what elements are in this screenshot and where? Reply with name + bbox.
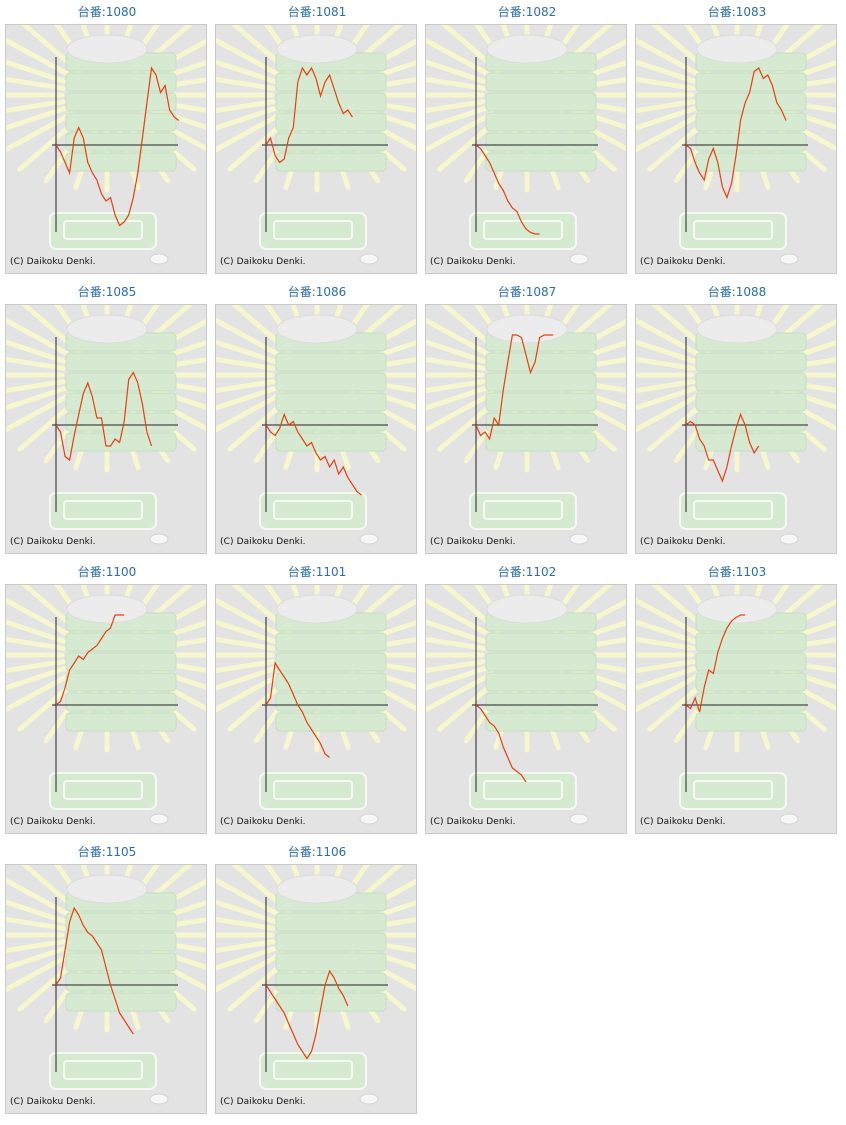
machine-stack-illustration — [49, 874, 177, 1105]
slump-graph: (C) Daikoku Denki. — [5, 864, 207, 1114]
slump-line — [685, 412, 760, 483]
machine-graph-card: 台番:1106 (C) Daikoku Denki. — [215, 844, 419, 1118]
slump-line — [475, 704, 527, 783]
copyright-label: (C) Daikoku Denki. — [430, 257, 516, 267]
machine-graph-card: 台番:1088 (C) Daikoku Denki. — [635, 284, 839, 558]
slump-line — [55, 66, 180, 227]
machine-graph-card: 台番:1085 (C) Daikoku Denki. — [5, 284, 209, 558]
copyright-label: (C) Daikoku Denki. — [640, 817, 726, 827]
slump-graph-svg — [216, 865, 416, 1105]
copyright-label: (C) Daikoku Denki. — [640, 537, 726, 547]
machine-stack-illustration — [469, 594, 597, 825]
machine-stack-illustration — [469, 314, 597, 545]
slump-graph: (C) Daikoku Denki. — [425, 584, 627, 834]
machine-graph-card: 台番:1082 (C) Daikoku Denki. — [425, 4, 629, 278]
machine-number-link[interactable]: 台番:1106 — [287, 845, 347, 859]
machine-graph-card: 台番:1105 (C) Daikoku Denki. — [5, 844, 209, 1118]
slump-line — [55, 906, 134, 1035]
machine-graph-card: 台番:1080 (C) Daikoku Denki. — [5, 4, 209, 278]
slump-graph: (C) Daikoku Denki. — [5, 304, 207, 554]
slump-line — [265, 661, 330, 758]
machine-stack-illustration — [49, 34, 177, 265]
machine-stack-illustration — [259, 314, 387, 545]
slump-graph: (C) Daikoku Denki. — [215, 304, 417, 554]
slump-line — [265, 66, 353, 164]
slump-graph-svg — [6, 25, 206, 265]
machine-stack-illustration — [469, 34, 597, 265]
slump-graph-svg — [426, 305, 626, 545]
machine-graph-card: 台番:1086 (C) Daikoku Denki. — [215, 284, 419, 558]
slump-line — [475, 334, 554, 441]
machine-number-link[interactable]: 台番:1081 — [287, 5, 347, 19]
machine-graph-card: 台番:1083 (C) Daikoku Denki. — [635, 4, 839, 278]
machine-number-link[interactable]: 台番:1088 — [707, 285, 767, 299]
slump-graph: (C) Daikoku Denki. — [5, 24, 207, 274]
slump-graph-svg — [636, 25, 836, 265]
machine-stack-illustration — [259, 594, 387, 825]
slump-graph: (C) Daikoku Denki. — [635, 24, 837, 274]
machine-graph-card: 台番:1100 (C) Daikoku Denki. — [5, 564, 209, 838]
machine-stack-illustration — [49, 314, 177, 545]
copyright-label: (C) Daikoku Denki. — [10, 817, 96, 827]
machine-stack-illustration — [679, 34, 807, 265]
slump-graph-svg — [216, 25, 416, 265]
copyright-label: (C) Daikoku Denki. — [220, 817, 306, 827]
copyright-label: (C) Daikoku Denki. — [220, 1097, 306, 1107]
slump-graph: (C) Daikoku Denki. — [635, 304, 837, 554]
machine-graph-card: 台番:1081 (C) Daikoku Denki. — [215, 4, 419, 278]
slump-graph-svg — [216, 305, 416, 545]
machine-stack-illustration — [259, 874, 387, 1105]
slump-line — [265, 412, 362, 496]
machine-graph-card: 台番:1101 (C) Daikoku Denki. — [215, 564, 419, 838]
slump-graph-svg — [636, 585, 836, 825]
slump-graph-svg — [6, 585, 206, 825]
machine-stack-illustration — [259, 34, 387, 265]
machine-number-link[interactable]: 台番:1083 — [707, 5, 767, 19]
slump-line — [55, 371, 153, 462]
machine-number-link[interactable]: 台番:1080 — [77, 5, 137, 19]
copyright-label: (C) Daikoku Denki. — [220, 537, 306, 547]
slump-line — [55, 614, 125, 706]
copyright-label: (C) Daikoku Denki. — [10, 1097, 96, 1107]
machine-graph-card: 台番:1103 (C) Daikoku Denki. — [635, 564, 839, 838]
slump-graph: (C) Daikoku Denki. — [215, 864, 417, 1114]
slump-line — [685, 67, 787, 200]
machine-number-link[interactable]: 台番:1103 — [707, 565, 767, 579]
slump-graph: (C) Daikoku Denki. — [215, 584, 417, 834]
slump-line — [475, 144, 540, 235]
copyright-label: (C) Daikoku Denki. — [220, 257, 306, 267]
slump-graph: (C) Daikoku Denki. — [425, 24, 627, 274]
machine-number-link[interactable]: 台番:1105 — [77, 845, 137, 859]
machine-number-link[interactable]: 台番:1087 — [497, 285, 557, 299]
slump-graph-svg — [426, 585, 626, 825]
machine-number-link[interactable]: 台番:1101 — [287, 565, 347, 579]
slump-line — [685, 614, 746, 713]
machine-graph-card: 台番:1102 (C) Daikoku Denki. — [425, 564, 629, 838]
machine-number-link[interactable]: 台番:1085 — [77, 285, 137, 299]
slump-line — [265, 969, 349, 1060]
machine-stack-illustration — [49, 594, 177, 825]
slump-graph: (C) Daikoku Denki. — [215, 24, 417, 274]
machine-stack-illustration — [679, 594, 807, 825]
machine-number-link[interactable]: 台番:1086 — [287, 285, 347, 299]
slump-graph-svg — [6, 865, 206, 1105]
copyright-label: (C) Daikoku Denki. — [430, 817, 516, 827]
copyright-label: (C) Daikoku Denki. — [430, 537, 516, 547]
slump-graph-svg — [636, 305, 836, 545]
machine-graph-card: 台番:1087 (C) Daikoku Denki. — [425, 284, 629, 558]
machine-number-link[interactable]: 台番:1100 — [77, 565, 137, 579]
copyright-label: (C) Daikoku Denki. — [640, 257, 726, 267]
slump-graph-svg — [216, 585, 416, 825]
machine-number-link[interactable]: 台番:1102 — [497, 565, 557, 579]
slump-graph-svg — [426, 25, 626, 265]
slump-graph: (C) Daikoku Denki. — [425, 304, 627, 554]
slump-graph-svg — [6, 305, 206, 545]
slump-graph: (C) Daikoku Denki. — [5, 584, 207, 834]
machine-stack-illustration — [679, 314, 807, 545]
copyright-label: (C) Daikoku Denki. — [10, 257, 96, 267]
machine-number-link[interactable]: 台番:1082 — [497, 5, 557, 19]
copyright-label: (C) Daikoku Denki. — [10, 537, 96, 547]
slump-graph: (C) Daikoku Denki. — [635, 584, 837, 834]
